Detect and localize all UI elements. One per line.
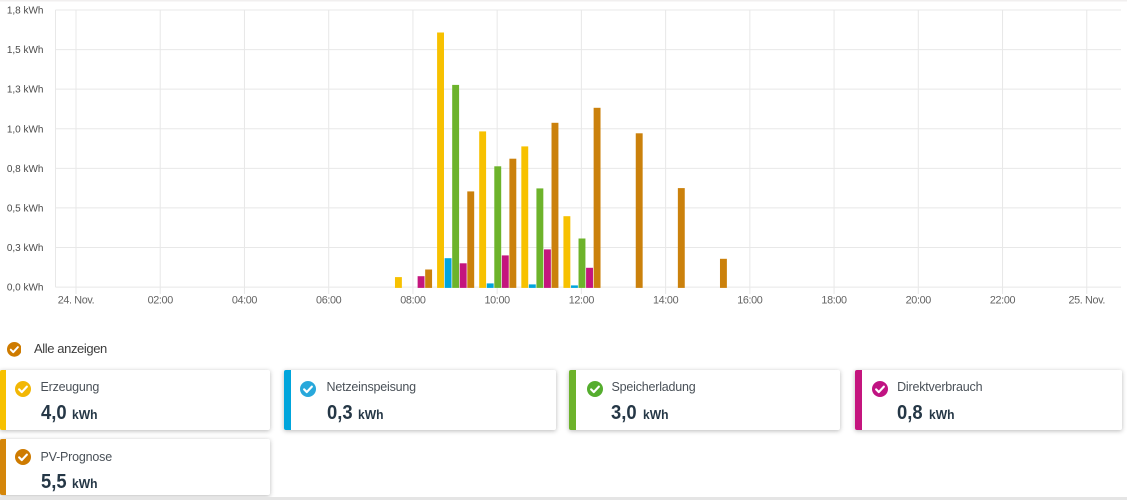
svg-text:25. Nov.: 25. Nov. xyxy=(1068,294,1105,306)
svg-text:12:00: 12:00 xyxy=(569,294,595,306)
svg-text:1,3 kWh: 1,3 kWh xyxy=(7,85,44,96)
svg-text:0,0 kWh: 0,0 kWh xyxy=(7,283,44,294)
svg-text:02:00: 02:00 xyxy=(148,294,174,306)
svg-text:22:00: 22:00 xyxy=(990,294,1016,306)
svg-text:1,8 kWh: 1,8 kWh xyxy=(7,6,44,17)
svg-text:0,5 kWh: 0,5 kWh xyxy=(7,203,44,214)
svg-text:18:00: 18:00 xyxy=(821,294,847,306)
svg-text:16:00: 16:00 xyxy=(737,294,763,306)
svg-text:04:00: 04:00 xyxy=(232,294,258,306)
svg-text:24. Nov.: 24. Nov. xyxy=(58,294,95,306)
svg-text:14:00: 14:00 xyxy=(653,294,679,306)
svg-text:20:00: 20:00 xyxy=(906,294,932,306)
svg-text:0,3 kWh: 0,3 kWh xyxy=(7,243,44,254)
svg-text:08:00: 08:00 xyxy=(400,294,426,306)
svg-text:10:00: 10:00 xyxy=(485,294,511,306)
svg-text:06:00: 06:00 xyxy=(316,294,342,306)
svg-text:1,0 kWh: 1,0 kWh xyxy=(7,124,44,135)
svg-text:0,8 kWh: 0,8 kWh xyxy=(7,164,44,175)
svg-text:1,5 kWh: 1,5 kWh xyxy=(7,45,44,56)
